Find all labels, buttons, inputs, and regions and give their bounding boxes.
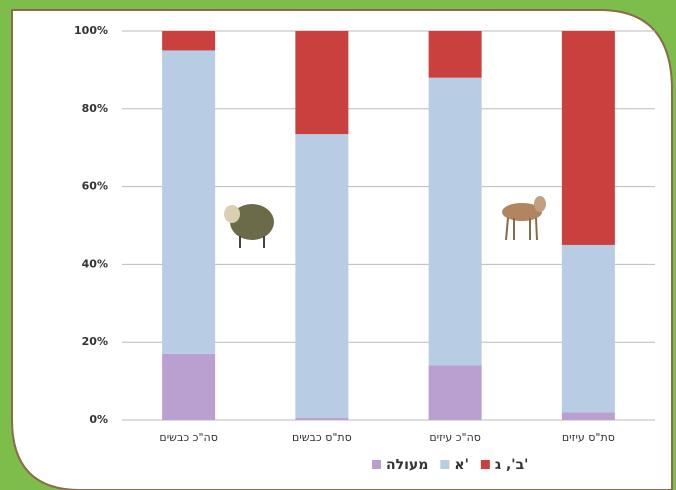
bar-segment — [295, 134, 349, 419]
legend-label: א' — [454, 457, 469, 473]
x-tick-label: סה"כ עיזים — [429, 431, 481, 444]
bar-segment — [295, 418, 349, 420]
legend-swatch — [480, 460, 490, 469]
bar-segment — [162, 353, 216, 420]
bar-segment — [561, 412, 615, 420]
x-tick-label: סה"כ כבשים — [159, 431, 217, 444]
x-tick-label: סת"ס כבשים — [292, 431, 352, 444]
y-tick-label: 100% — [74, 24, 108, 37]
bar-segment — [162, 31, 216, 51]
y-tick-label: 0% — [89, 413, 108, 426]
sheep-icon — [224, 204, 274, 248]
legend-swatch — [440, 460, 450, 469]
bar-segment — [428, 31, 482, 78]
x-tick-label: סת"ס עיזים — [562, 431, 615, 444]
legend-swatch — [372, 460, 381, 469]
y-tick-label: 80% — [82, 102, 108, 115]
bar-segment — [428, 77, 482, 366]
y-tick-label: 60% — [82, 180, 108, 193]
bar-segment — [561, 31, 615, 245]
y-tick-label: 40% — [82, 257, 108, 270]
plot: 0% 20% 40% 60% 80% 100% סה"כ כבשים סת"ס כבשים סה… — [74, 24, 655, 473]
legend-label: מעולה — [386, 457, 428, 473]
legend-label: ב', ג' — [495, 457, 529, 473]
bar-segment — [162, 50, 216, 354]
goat-icon — [502, 196, 546, 241]
bar-segment — [561, 244, 615, 413]
y-tick-label: 20% — [82, 335, 108, 348]
bar-segment — [428, 365, 482, 420]
bar-segment — [295, 31, 349, 135]
